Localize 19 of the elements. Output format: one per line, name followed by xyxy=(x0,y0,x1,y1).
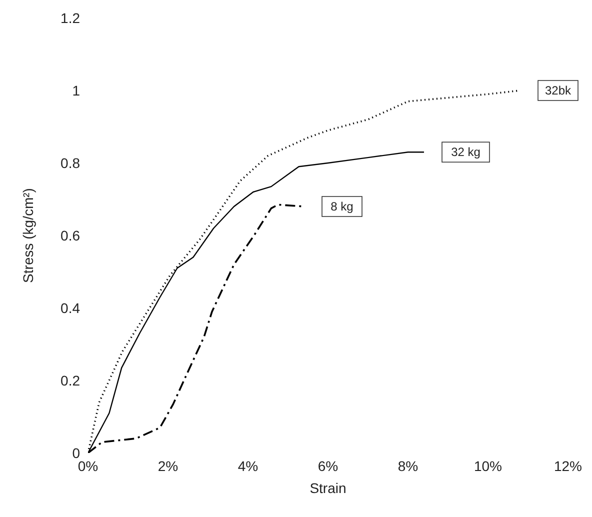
text: 32bk xyxy=(544,84,572,98)
x-tick-label: 0% xyxy=(78,458,98,474)
x-tick-label: 2% xyxy=(158,458,178,474)
x-axis-title: Strain xyxy=(310,480,346,496)
y-tick-label: 0.4 xyxy=(60,300,80,316)
y-tick-label: 0.6 xyxy=(60,227,80,244)
y-tick-label: 1.2 xyxy=(60,10,80,26)
x-tick-label: 6% xyxy=(318,458,338,474)
text: 8 kg xyxy=(330,200,354,214)
x-tick-label: 8% xyxy=(398,458,418,474)
y-tick-label: 0.8 xyxy=(60,154,80,171)
y-axis-title: Stress (kg/cm²) xyxy=(20,188,36,283)
x-tick-label: 4% xyxy=(238,458,258,474)
x-tick-label: 10% xyxy=(474,458,502,474)
text: 32 kg xyxy=(451,145,480,160)
x-tick-label: 12% xyxy=(554,458,582,474)
y-tick-label: 0.2 xyxy=(60,372,80,388)
y-tick-label: 1 xyxy=(72,82,80,98)
y-tick-label: 0 xyxy=(72,444,80,461)
